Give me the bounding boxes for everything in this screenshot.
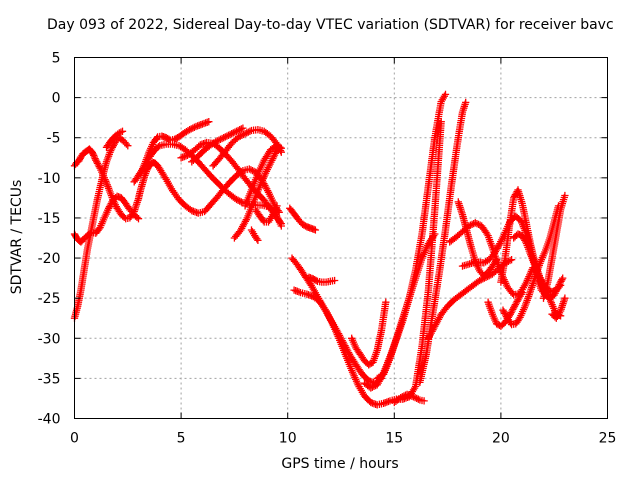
data-point — [118, 127, 127, 135]
data-point — [559, 274, 567, 282]
data-point — [561, 294, 569, 302]
data-series-arc-2 — [156, 165, 283, 217]
data-point — [277, 219, 285, 228]
data-point — [518, 288, 526, 297]
y-axis-label: SDTVAR / TECUs — [9, 179, 25, 295]
x-tick-label: 25 — [599, 431, 617, 447]
data-series-arc-21 — [373, 230, 439, 383]
y-tick-label: -35 — [38, 371, 61, 387]
data-series-arc-17 — [290, 118, 445, 409]
y-tick-label: -25 — [38, 291, 61, 307]
y-tick-label: -20 — [38, 251, 61, 267]
data-series-arc-19 — [348, 298, 390, 369]
data-point — [254, 236, 262, 245]
data-point — [431, 230, 439, 238]
data-series-arc-28 — [484, 288, 526, 330]
data-series-arc-22 — [390, 390, 428, 407]
x-tick-label: 5 — [177, 431, 186, 447]
data-point — [462, 98, 470, 107]
tick-layer: 5 0 -5 -10 -15 -20 -25 -30 -35 -40 0 5 10 15 20 25 — [38, 51, 617, 447]
y-tick-label: -15 — [38, 211, 61, 227]
data-series-arc-32 — [533, 274, 567, 302]
y-tick-label: -10 — [38, 171, 61, 187]
data-series-arc-14 — [247, 226, 262, 245]
y-tick-label: -5 — [47, 131, 61, 147]
data-point — [382, 298, 390, 306]
data-point — [273, 202, 281, 210]
data-point — [311, 226, 320, 234]
data-series-arc-13 — [252, 202, 281, 226]
data-point — [492, 256, 501, 264]
data-point — [441, 90, 450, 99]
y-tick-label: -30 — [38, 331, 61, 347]
data-series-arc-26 — [454, 198, 501, 280]
data-series-arc-4 — [70, 134, 132, 322]
data-series-arc-23 — [416, 98, 470, 387]
data-series-arc-15 — [286, 204, 320, 234]
data-point — [205, 118, 213, 126]
plot-frame — [74, 57, 608, 419]
data-point — [561, 191, 569, 200]
data-point — [218, 184, 227, 192]
x-tick-label: 20 — [492, 431, 510, 447]
data-series-arc-10 — [188, 124, 247, 166]
x-axis-label: GPS time / hours — [281, 456, 399, 472]
data-series-arc-33 — [539, 191, 569, 302]
data-series-arc-34 — [548, 294, 569, 322]
data-series-arc-5 — [102, 127, 127, 151]
data-point — [277, 144, 285, 152]
x-tick-label: 10 — [279, 431, 297, 447]
data-series-arc-18 — [305, 273, 339, 286]
y-tick-label: -40 — [38, 412, 61, 428]
data-point — [420, 397, 428, 405]
data-point — [124, 142, 132, 150]
data-series-arc-3 — [70, 192, 143, 246]
chart-title: Day 093 of 2022, Sidereal Day-to-day VTE… — [47, 17, 614, 33]
y-tick-label: 5 — [52, 51, 61, 67]
data-series-arc-20 — [360, 90, 450, 392]
data-series-arc-12 — [241, 141, 285, 210]
data-point — [134, 215, 143, 223]
data-point — [330, 276, 339, 285]
data-point — [239, 124, 247, 132]
x-tick-label: 0 — [70, 431, 79, 447]
data-point — [507, 256, 516, 264]
x-tick-label: 15 — [385, 431, 403, 447]
data-point — [437, 118, 445, 126]
data-layer — [70, 90, 569, 409]
y-tick-label: 0 — [52, 91, 61, 107]
